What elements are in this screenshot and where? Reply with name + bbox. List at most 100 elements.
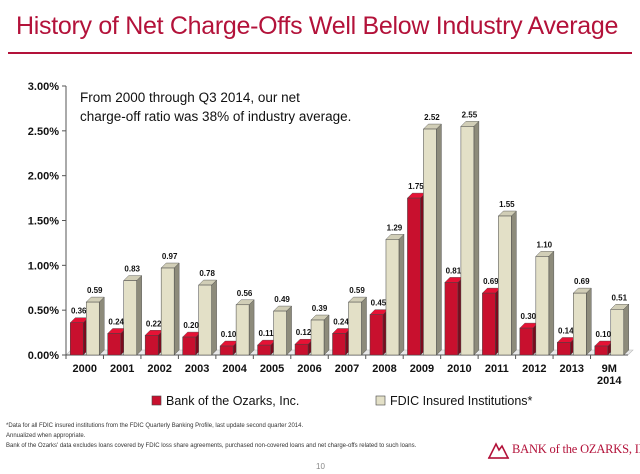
legend-label: Bank of the Ozarks, Inc. [166, 394, 299, 408]
data-label: 0.10 [221, 330, 237, 339]
bar [519, 327, 534, 356]
bar-side [623, 303, 629, 356]
data-label: 0.14 [558, 326, 574, 335]
footnotes: *Data for all FDIC insured institutions … [6, 421, 506, 451]
footnote-3: Bank of the Ozarks' data excludes loans … [6, 443, 417, 449]
data-label: 1.55 [499, 200, 515, 209]
data-label: 0.69 [574, 277, 590, 286]
x-tick-label: 2002 [147, 363, 171, 375]
x-tick-label: 2013 [560, 363, 584, 375]
x-tick-label: 2009 [410, 363, 434, 375]
bar [423, 128, 437, 356]
y-tick-label: 2.50% [28, 126, 59, 138]
bar-side [99, 296, 105, 356]
x-tick-label: 2001 [110, 363, 134, 375]
x-tick-label: 2004 [222, 363, 247, 375]
data-label: 0.36 [71, 307, 87, 316]
callout-line-1: From 2000 through Q3 2014, our net [80, 90, 300, 105]
x-tick-label: 2000 [72, 363, 96, 375]
bar-side [473, 120, 480, 356]
data-label: 0.11 [258, 329, 274, 338]
bar [294, 343, 309, 356]
callout-line-2: charge-off ratio was 38% of industry ave… [80, 109, 352, 124]
bar-side [173, 262, 180, 356]
bar-side [323, 314, 330, 356]
data-label: 0.12 [296, 328, 312, 337]
bar [144, 335, 159, 356]
data-label: 0.49 [274, 295, 290, 304]
x-tick-label: 2007 [335, 363, 359, 375]
data-label: 0.78 [199, 269, 215, 278]
bar-side [398, 233, 405, 356]
bar [460, 126, 475, 356]
data-label: 0.56 [237, 289, 253, 298]
chart-callout: From 2000 through Q3 2014, our net charg… [80, 88, 370, 126]
legend-swatch [375, 395, 386, 406]
bar [182, 336, 196, 356]
y-tick-label: 1.00% [28, 260, 59, 272]
bar [385, 239, 400, 356]
data-label: 0.22 [146, 319, 162, 328]
bar [160, 267, 175, 356]
bar-side [548, 250, 555, 356]
bar [273, 310, 287, 356]
x-tick-label: 2006 [297, 363, 321, 375]
data-label: 0.20 [183, 321, 199, 330]
data-label: 0.97 [162, 252, 178, 261]
bar [198, 284, 212, 356]
y-tick-label: 0.50% [28, 305, 59, 317]
bar [69, 322, 84, 356]
data-label: 1.10 [537, 240, 553, 249]
bar [332, 333, 346, 356]
bar-side [211, 279, 217, 356]
data-label: 2.52 [424, 113, 440, 122]
data-label: 0.30 [521, 312, 537, 321]
data-label: 0.83 [124, 265, 140, 274]
x-tick-label: 2005 [260, 363, 284, 375]
logo-text: BANK of the OZARKS, INC. [512, 442, 640, 456]
bar-side [586, 287, 592, 356]
company-logo: BANK of the OZARKS, INC. [486, 438, 640, 462]
y-tick-label: 3.00% [28, 81, 59, 93]
y-tick-label: 2.00% [28, 171, 59, 183]
bar [219, 345, 234, 356]
bar [444, 282, 459, 356]
bar [594, 345, 609, 356]
data-label: 0.69 [483, 277, 499, 286]
data-label: 0.59 [349, 286, 365, 295]
data-label: 2.55 [462, 110, 478, 119]
data-label: 0.39 [312, 304, 328, 313]
bar [85, 301, 100, 356]
legend-swatch [151, 395, 162, 406]
footnote-2: Annualized when appropriate. [6, 433, 86, 439]
footnote-1: *Data for all FDIC insured institutions … [6, 423, 304, 429]
y-tick-label: 1.50% [28, 216, 59, 228]
bar [123, 280, 137, 356]
x-tick-label: 2008 [372, 363, 396, 375]
bar-side [286, 305, 292, 356]
bar [257, 344, 271, 356]
bar [107, 333, 121, 356]
bar [482, 292, 496, 356]
bar-side [136, 275, 142, 356]
bar [348, 301, 362, 356]
bar [235, 304, 250, 356]
data-label: 0.59 [87, 286, 103, 295]
bar [535, 256, 550, 356]
y-tick-label: 0.00% [28, 350, 59, 362]
data-label: 0.24 [108, 317, 124, 326]
data-label: 0.24 [333, 317, 349, 326]
data-label: 0.10 [595, 330, 611, 339]
page-number: 10 [316, 462, 325, 471]
bar-side [361, 296, 367, 356]
bar [498, 215, 512, 356]
x-tick-label: 2012 [522, 363, 546, 375]
x-tick-label: 9M 2014 [597, 363, 622, 387]
x-tick-label: 2010 [447, 363, 471, 375]
data-label: 1.29 [387, 223, 403, 232]
x-tick-label: 2003 [185, 363, 209, 375]
data-label: 0.51 [611, 293, 627, 302]
bar [557, 342, 571, 356]
bar-side [511, 210, 517, 356]
